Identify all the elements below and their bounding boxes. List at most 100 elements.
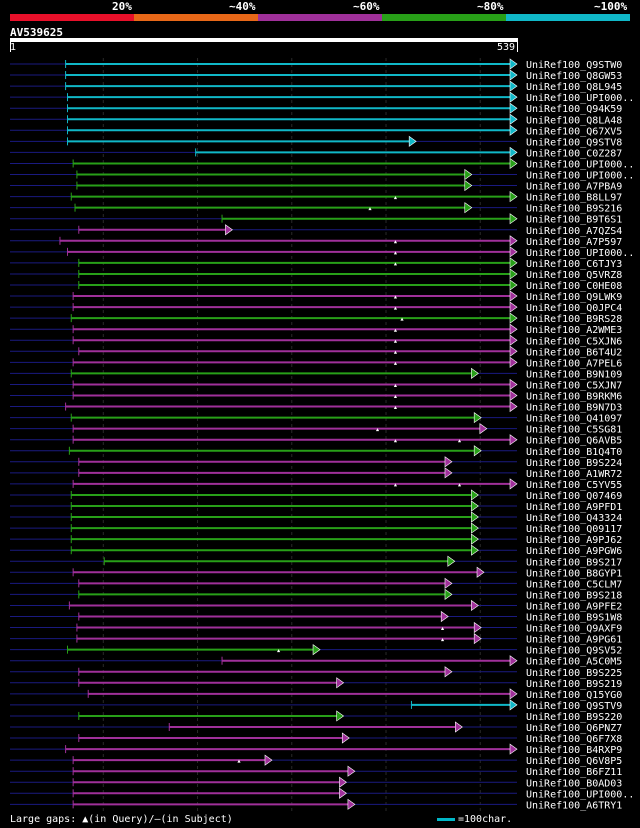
hit-row[interactable]: UniRef100_B9S219 bbox=[10, 677, 622, 690]
hit-row[interactable]: UniRef100_B9S218 bbox=[10, 588, 622, 601]
hit-row[interactable]: UniRef100_A5C0M5 bbox=[10, 655, 622, 668]
hit-label[interactable]: UniRef100_Q9STV9 bbox=[526, 701, 622, 712]
hit-row[interactable]: UniRef100_Q9SV52 bbox=[10, 644, 622, 657]
hit-label[interactable]: UniRef100_A9PFD1 bbox=[526, 502, 622, 513]
hit-label[interactable]: UniRef100_Q94K59 bbox=[526, 104, 622, 115]
hit-label[interactable]: UniRef100_Q67XV5 bbox=[526, 126, 622, 137]
hit-label[interactable]: UniRef100_A7PEL6 bbox=[526, 358, 622, 369]
hit-row[interactable]: UniRef100_UPI000.. bbox=[10, 91, 634, 104]
hit-label[interactable]: UniRef100_B9S219 bbox=[526, 679, 622, 690]
hit-label[interactable]: UniRef100_A5C0M5 bbox=[526, 657, 622, 668]
hit-label[interactable]: UniRef100_B1Q4T0 bbox=[526, 447, 622, 458]
hit-row[interactable]: UniRef100_A9PG61 bbox=[10, 633, 622, 646]
hit-row[interactable]: UniRef100_Q5VRZ8 bbox=[10, 268, 622, 281]
hit-label[interactable]: UniRef100_UPI000.. bbox=[526, 171, 634, 182]
hit-label[interactable]: UniRef100_UPI000.. bbox=[526, 93, 634, 104]
hit-row[interactable]: UniRef100_B8LL97 bbox=[10, 191, 622, 204]
hit-row[interactable]: UniRef100_A7P597 bbox=[10, 235, 622, 248]
hit-row[interactable]: UniRef100_B9RKM6 bbox=[10, 389, 622, 403]
hit-row[interactable]: UniRef100_B9N7D3 bbox=[10, 400, 622, 414]
hit-row[interactable]: UniRef100_Q8LA48 bbox=[10, 113, 622, 126]
hit-label[interactable]: UniRef100_Q6F7X8 bbox=[526, 734, 622, 745]
hit-label[interactable]: UniRef100_C5XJN7 bbox=[526, 380, 622, 391]
hit-row[interactable]: UniRef100_Q9STV8 bbox=[10, 135, 622, 148]
hit-row[interactable]: UniRef100_C6TJY3 bbox=[10, 257, 622, 270]
hit-label[interactable]: UniRef100_B9S224 bbox=[526, 458, 622, 469]
hit-label[interactable]: UniRef100_C5CLM7 bbox=[526, 579, 622, 590]
hit-label[interactable]: UniRef100_B9RS28 bbox=[526, 314, 622, 325]
hit-label[interactable]: UniRef100_Q9LWK9 bbox=[526, 292, 622, 303]
hit-row[interactable]: UniRef100_B1Q4T0 bbox=[10, 445, 622, 458]
hit-label[interactable]: UniRef100_Q07469 bbox=[526, 491, 622, 502]
hit-label[interactable]: UniRef100_B9S216 bbox=[526, 204, 622, 215]
hit-label[interactable]: UniRef100_C5YV55 bbox=[526, 480, 622, 491]
hit-label[interactable]: UniRef100_B9S217 bbox=[526, 557, 622, 568]
hit-row[interactable]: UniRef100_Q09117 bbox=[10, 522, 622, 535]
hit-row[interactable]: UniRef100_C5YV55 bbox=[10, 478, 622, 491]
hit-label[interactable]: UniRef100_A7QZS4 bbox=[526, 226, 622, 237]
hit-label[interactable]: UniRef100_A9PGW6 bbox=[526, 546, 622, 557]
hit-row[interactable]: UniRef100_B9S224 bbox=[10, 456, 622, 469]
hit-label[interactable]: UniRef100_C5SG81 bbox=[526, 425, 622, 436]
hit-row[interactable]: UniRef100_Q9STW0 bbox=[10, 58, 622, 71]
hit-row[interactable]: UniRef100_Q6PNZ7 bbox=[10, 721, 622, 734]
hit-label[interactable]: UniRef100_Q9AXF9 bbox=[526, 624, 622, 635]
hit-row[interactable]: UniRef100_A9PFD1 bbox=[10, 500, 622, 513]
hit-row[interactable]: UniRef100_B9S225 bbox=[10, 666, 622, 679]
hit-row[interactable]: UniRef100_C0Z287 bbox=[10, 146, 622, 159]
hit-row[interactable]: UniRef100_Q6F7X8 bbox=[10, 732, 622, 745]
hit-row[interactable]: UniRef100_Q94K59 bbox=[10, 102, 622, 115]
hit-label[interactable]: UniRef100_B8GYP1 bbox=[526, 568, 622, 579]
hit-row[interactable]: UniRef100_A9PJ62 bbox=[10, 533, 622, 546]
hit-label[interactable]: UniRef100_B9N7D3 bbox=[526, 403, 622, 414]
hit-label[interactable]: UniRef100_Q5VRZ8 bbox=[526, 270, 622, 281]
hit-label[interactable]: UniRef100_Q9STW0 bbox=[526, 60, 622, 71]
hit-row[interactable]: UniRef100_B6T4U2 bbox=[10, 345, 622, 358]
hit-row[interactable]: UniRef100_B8GYP1 bbox=[10, 566, 622, 579]
hit-label[interactable]: UniRef100_C6TJY3 bbox=[526, 259, 622, 270]
hit-label[interactable]: UniRef100_C5XJN6 bbox=[526, 336, 622, 347]
hit-label[interactable]: UniRef100_UPI000.. bbox=[526, 248, 634, 259]
hit-row[interactable]: UniRef100_Q9STV9 bbox=[10, 699, 622, 712]
hit-row[interactable]: UniRef100_Q8GW53 bbox=[10, 69, 622, 82]
hit-label[interactable]: UniRef100_B6T4U2 bbox=[526, 347, 622, 358]
hit-row[interactable]: UniRef100_Q41097 bbox=[10, 412, 622, 425]
hit-row[interactable]: UniRef100_A6TRY1 bbox=[10, 798, 622, 811]
hit-row[interactable]: UniRef100_B9S1W8 bbox=[10, 610, 622, 624]
hit-label[interactable]: UniRef100_Q9SV52 bbox=[526, 646, 622, 657]
hit-row[interactable]: UniRef100_UPI000.. bbox=[10, 246, 634, 259]
hit-row[interactable]: UniRef100_C0HE08 bbox=[10, 279, 622, 292]
hit-row[interactable]: UniRef100_UPI000.. bbox=[10, 168, 634, 182]
hit-row[interactable]: UniRef100_B9S220 bbox=[10, 710, 622, 723]
hit-row[interactable]: UniRef100_Q6AVB5 bbox=[10, 434, 622, 447]
hit-label[interactable]: UniRef100_Q8LA48 bbox=[526, 115, 622, 126]
hit-row[interactable]: UniRef100_Q0JPC4 bbox=[10, 301, 622, 314]
hit-row[interactable]: UniRef100_C5XJN6 bbox=[10, 334, 622, 347]
hit-label[interactable]: UniRef100_B9S1W8 bbox=[526, 613, 622, 624]
hit-row[interactable]: UniRef100_Q8L945 bbox=[10, 80, 622, 93]
hit-row[interactable]: UniRef100_A7PEL6 bbox=[10, 356, 622, 369]
hit-row[interactable]: UniRef100_B4RXP9 bbox=[10, 743, 622, 756]
hit-label[interactable]: UniRef100_A7P597 bbox=[526, 237, 622, 248]
hit-row[interactable]: UniRef100_A7QZS4 bbox=[10, 224, 622, 237]
hit-label[interactable]: UniRef100_Q6AVB5 bbox=[526, 436, 622, 447]
hit-row[interactable]: UniRef100_C5XJN7 bbox=[10, 378, 622, 391]
hit-row[interactable]: UniRef100_Q9LWK9 bbox=[10, 290, 622, 303]
hit-label[interactable]: UniRef100_A1WR72 bbox=[526, 469, 622, 480]
hit-label[interactable]: UniRef100_B9RKM6 bbox=[526, 392, 622, 403]
hit-label[interactable]: UniRef100_A9PJ62 bbox=[526, 535, 622, 546]
hit-label[interactable]: UniRef100_Q15YG0 bbox=[526, 690, 622, 701]
hit-label[interactable]: UniRef100_Q09117 bbox=[526, 524, 622, 535]
hit-label[interactable]: UniRef100_Q9STV8 bbox=[526, 137, 622, 148]
hit-label[interactable]: UniRef100_B0AD03 bbox=[526, 778, 622, 789]
hit-row[interactable]: UniRef100_A2WME3 bbox=[10, 323, 622, 336]
hit-row[interactable]: UniRef100_Q43324 bbox=[10, 511, 622, 524]
hit-row[interactable]: UniRef100_B6FZ11 bbox=[10, 765, 622, 778]
hit-label[interactable]: UniRef100_Q43324 bbox=[526, 513, 622, 524]
hit-row[interactable]: UniRef100_A9PFE2 bbox=[10, 599, 622, 612]
hit-row[interactable]: UniRef100_UPI000.. bbox=[10, 787, 634, 800]
hit-label[interactable]: UniRef100_C0Z287 bbox=[526, 148, 622, 159]
hit-label[interactable]: UniRef100_B4RXP9 bbox=[526, 745, 622, 756]
hit-label[interactable]: UniRef100_UPI000.. bbox=[526, 159, 634, 170]
hit-row[interactable]: UniRef100_A9PGW6 bbox=[10, 544, 622, 557]
